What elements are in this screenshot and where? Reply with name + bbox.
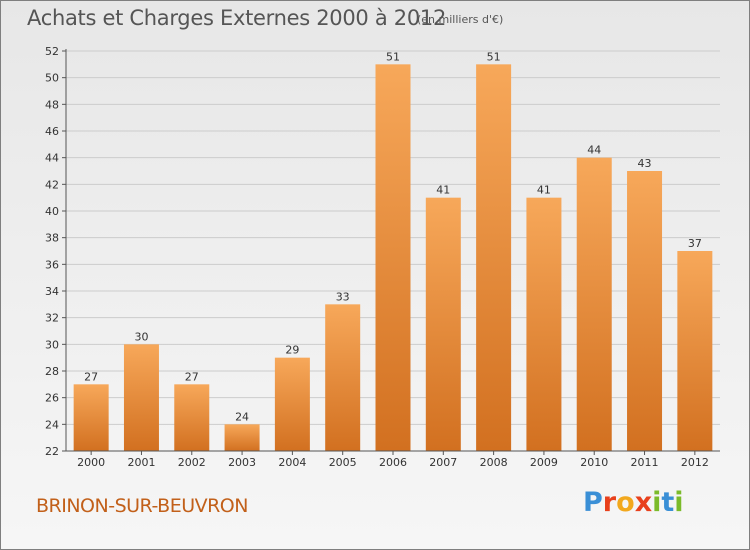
chart-title: Achats et Charges Externes 2000 à 2012 bbox=[27, 6, 447, 30]
y-tick-label: 30 bbox=[45, 338, 59, 351]
x-tick-label: 2002 bbox=[178, 456, 206, 469]
x-tick-label: 2001 bbox=[127, 456, 155, 469]
x-tick-label: 2009 bbox=[530, 456, 558, 469]
data-label: 41 bbox=[436, 184, 450, 197]
y-tick-label: 44 bbox=[45, 152, 59, 165]
data-label: 33 bbox=[336, 290, 350, 303]
bar bbox=[526, 197, 562, 451]
logo-letter: o bbox=[616, 487, 635, 518]
bar bbox=[174, 384, 210, 451]
y-tick-label: 32 bbox=[45, 312, 59, 325]
y-tick-label: 52 bbox=[45, 45, 59, 58]
logo-letter: i bbox=[652, 487, 662, 518]
y-tick-label: 38 bbox=[45, 232, 59, 245]
data-label: 27 bbox=[185, 370, 199, 383]
logo-letter: x bbox=[634, 487, 653, 518]
y-tick-label: 26 bbox=[45, 392, 59, 405]
y-tick-label: 40 bbox=[45, 205, 59, 218]
bar bbox=[425, 197, 461, 451]
logo-letter: P bbox=[583, 487, 603, 518]
y-tick-label: 36 bbox=[45, 258, 59, 271]
x-tick-label: 2010 bbox=[580, 456, 608, 469]
chart-subtitle: (en milliers d'€) bbox=[417, 13, 504, 26]
logo-letter: t bbox=[661, 487, 675, 518]
y-tick-label: 42 bbox=[45, 178, 59, 191]
y-tick-label: 34 bbox=[45, 285, 59, 298]
bar bbox=[476, 64, 512, 451]
x-tick-label: 2006 bbox=[379, 456, 407, 469]
labels: 22 24 26 28 30 32 34 36 38 40 42 44 46 48 50 52 27 2000 30… bbox=[45, 45, 709, 469]
x-tick-label: 2003 bbox=[228, 456, 256, 469]
bar bbox=[224, 424, 260, 451]
bars bbox=[73, 64, 713, 451]
bar bbox=[576, 157, 612, 451]
bar bbox=[123, 344, 159, 451]
x-tick-label: 2008 bbox=[480, 456, 508, 469]
x-tick-label: 2011 bbox=[631, 456, 659, 469]
data-label: 24 bbox=[235, 410, 249, 423]
bar bbox=[73, 384, 109, 451]
data-label: 27 bbox=[84, 370, 98, 383]
y-tick-label: 24 bbox=[45, 418, 59, 431]
y-tick-label: 50 bbox=[45, 72, 59, 85]
proxiti-logo: Proxiti bbox=[583, 487, 684, 518]
data-label: 41 bbox=[537, 184, 551, 197]
bar bbox=[375, 64, 411, 451]
data-label: 30 bbox=[134, 330, 148, 343]
x-tick-label: 2004 bbox=[278, 456, 306, 469]
axes bbox=[62, 49, 720, 455]
data-label: 37 bbox=[688, 237, 702, 250]
bar bbox=[627, 171, 663, 451]
x-tick-label: 2000 bbox=[77, 456, 105, 469]
y-tick-label: 28 bbox=[45, 365, 59, 378]
bar bbox=[325, 304, 361, 451]
bar bbox=[274, 357, 310, 451]
y-tick-label: 48 bbox=[45, 98, 59, 111]
commune-name: BRINON-SUR-BEUVRON bbox=[36, 495, 248, 517]
y-tick-label: 46 bbox=[45, 125, 59, 138]
x-tick-label: 2005 bbox=[329, 456, 357, 469]
logo-letter: r bbox=[602, 487, 617, 518]
data-label: 43 bbox=[638, 157, 652, 170]
data-label: 29 bbox=[285, 344, 299, 357]
data-label: 51 bbox=[487, 50, 501, 63]
logo-letter: i bbox=[674, 487, 684, 518]
x-tick-label: 2007 bbox=[429, 456, 457, 469]
data-label: 44 bbox=[587, 144, 601, 157]
y-tick-label: 22 bbox=[45, 445, 59, 458]
x-tick-label: 2012 bbox=[681, 456, 709, 469]
data-label: 51 bbox=[386, 50, 400, 63]
bar bbox=[677, 251, 713, 451]
